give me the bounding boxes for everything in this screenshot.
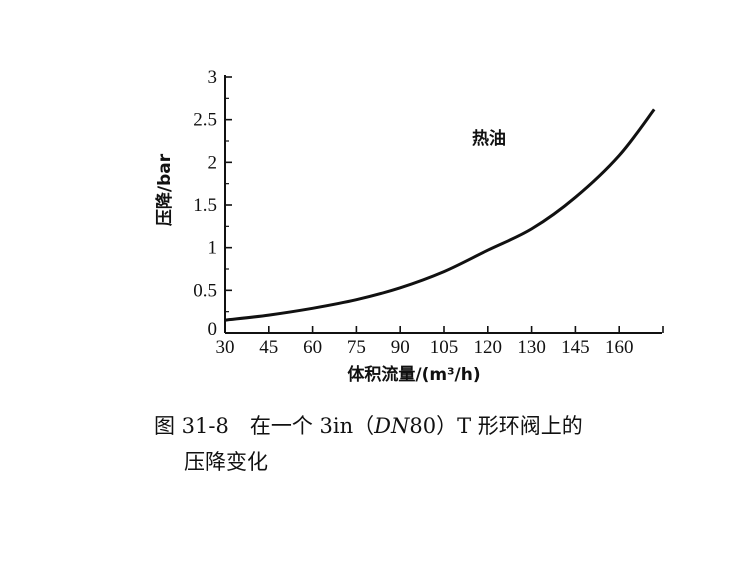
x-axis-title: 体积流量/(m³/h) xyxy=(347,364,480,385)
y-tick-label: 0.5 xyxy=(193,280,217,301)
x-tick-label: 75 xyxy=(347,337,366,358)
x-tick-label: 120 xyxy=(474,337,503,358)
series-line-hot-oil xyxy=(224,108,656,322)
y-tick-label: 2.5 xyxy=(193,110,217,131)
caption-line-1: 图 31-8 在一个 3in（DN80）T 形环阀上的 xyxy=(154,408,583,444)
y-tick-label: 0 xyxy=(208,319,218,340)
x-tick-label: 130 xyxy=(517,337,546,358)
x-axis-ticks: 30 45 60 75 90 105 120 130 145 160 xyxy=(216,326,664,358)
y-tick-label: 1.5 xyxy=(193,195,217,216)
x-tick-label: 145 xyxy=(561,337,590,358)
x-tick-label: 90 xyxy=(391,337,410,358)
series-label-hot-oil: 热油 xyxy=(472,128,506,149)
y-tick-label: 3 xyxy=(208,67,218,88)
y-tick-label: 2 xyxy=(208,152,218,173)
x-tick-label: 105 xyxy=(430,337,459,358)
x-tick-label: 45 xyxy=(259,337,278,358)
x-tick-label: 30 xyxy=(216,337,235,358)
figure-caption: 图 31-8 在一个 3in（DN80）T 形环阀上的 压降变化 xyxy=(154,408,583,480)
x-tick-label: 160 xyxy=(605,337,634,358)
y-tick-label: 1 xyxy=(208,238,218,259)
y-axis-title: 压降/bar xyxy=(154,153,175,226)
x-tick-label: 60 xyxy=(303,337,322,358)
caption-line-1-prefix: 图 31-8 在一个 3in（ xyxy=(154,414,375,438)
caption-line-2: 压降变化 xyxy=(184,450,268,474)
caption-line-1-italic: DN xyxy=(374,414,410,438)
pressure-drop-chart: 00.511.522.53 30 45 60 75 90 105 120 130 145 160 … xyxy=(154,67,664,385)
caption-line-1-suffix: 80）T 形环阀上的 xyxy=(409,414,583,438)
y-axis-ticks: 0 0.5 1 1.5 2 2.5 3 xyxy=(193,67,232,340)
